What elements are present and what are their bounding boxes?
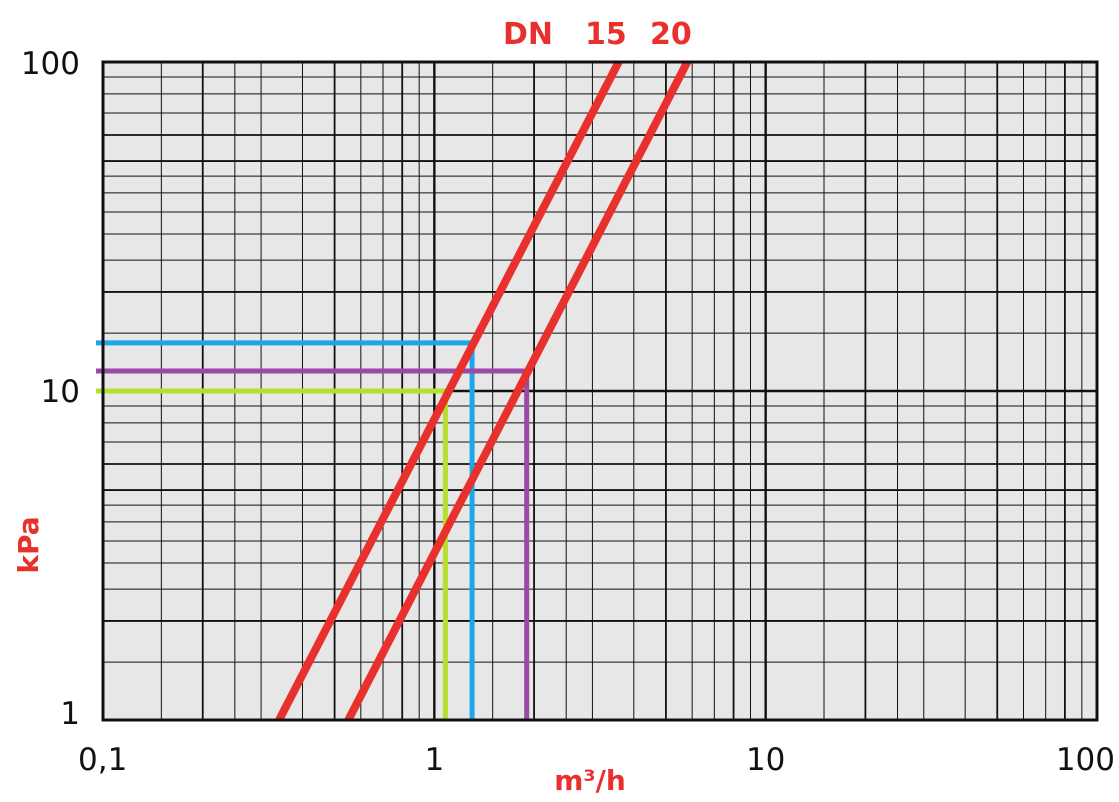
x-tick-label: 0,1 bbox=[78, 742, 127, 778]
series-line-20 bbox=[344, 60, 691, 722]
series-lines bbox=[275, 60, 691, 722]
x-tick-labels: 0,1 1 10 100 bbox=[78, 742, 1115, 778]
y-tick-label: 100 bbox=[21, 46, 80, 82]
x-tick-label: 100 bbox=[1056, 742, 1115, 778]
series-line-15 bbox=[275, 60, 623, 722]
y-tick-label: 1 bbox=[60, 696, 80, 732]
series-label-20: 20 bbox=[650, 17, 692, 52]
y-axis-title: kPa bbox=[12, 516, 45, 573]
y-tick-labels: 1 10 100 bbox=[21, 46, 80, 732]
series-label-15: 15 bbox=[585, 17, 627, 52]
x-tick-label: 1 bbox=[424, 742, 444, 778]
x-axis-title: m³/h bbox=[554, 764, 626, 797]
plot-frame bbox=[101, 60, 1099, 722]
x-tick-label: 10 bbox=[746, 742, 785, 778]
y-tick-label: 10 bbox=[41, 374, 80, 410]
series-header-label: DN bbox=[503, 17, 553, 52]
